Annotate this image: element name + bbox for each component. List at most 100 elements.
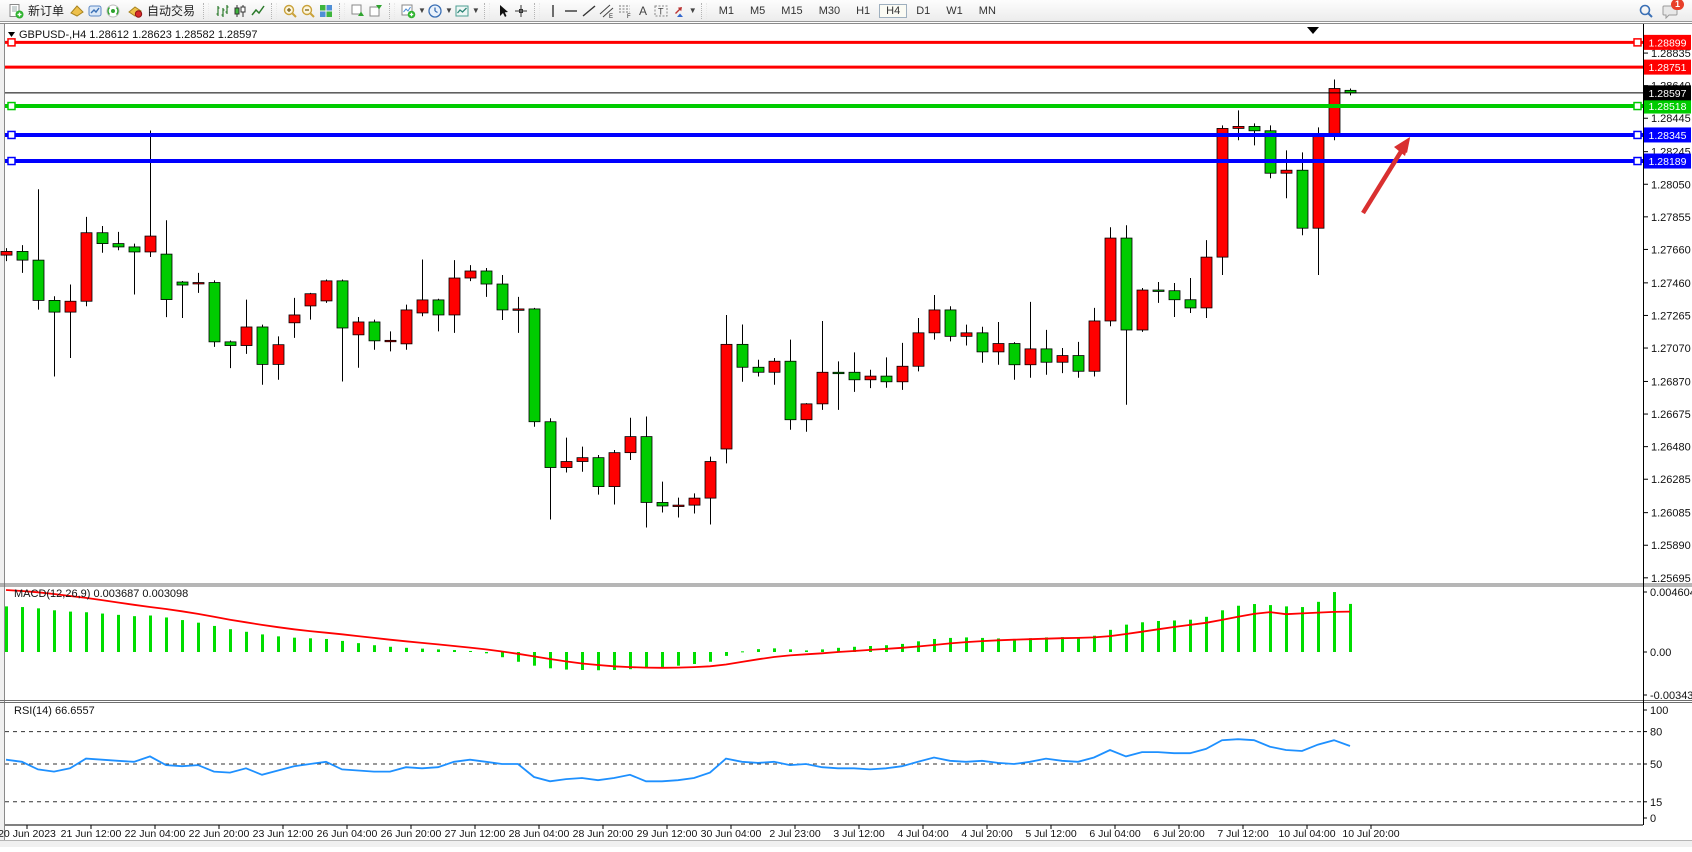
svg-text:1.27855: 1.27855: [1651, 212, 1691, 224]
svg-text:1.26870: 1.26870: [1651, 376, 1691, 388]
hline-handle[interactable]: [1633, 101, 1642, 111]
svg-text:0: 0: [1650, 813, 1656, 825]
autotrading-button[interactable]: 自动交易: [122, 1, 199, 20]
hline-handle[interactable]: [7, 101, 16, 111]
indicators-icon[interactable]: [399, 2, 417, 19]
chevron-down-icon[interactable]: ▼: [688, 6, 697, 15]
timeframe-M5[interactable]: M5: [750, 5, 766, 17]
svg-text:1.27265: 1.27265: [1651, 310, 1691, 322]
svg-text:1.26675: 1.26675: [1651, 409, 1691, 421]
trendline-icon[interactable]: [580, 2, 598, 19]
price-axis[interactable]: 1.288351.286401.284451.282451.280501.278…: [1643, 24, 1692, 825]
periods-icon[interactable]: [426, 2, 444, 19]
metaeditor-icon[interactable]: [68, 2, 86, 19]
price-badges: 1.28899 1.28751 1.28518 1.28345 1.28189 1.285…: [1644, 34, 1691, 169]
zoom-out-icon[interactable]: [299, 2, 317, 19]
panel-separators[interactable]: [0, 583, 1692, 703]
svg-text:10 Jul 04:00: 10 Jul 04:00: [1278, 828, 1335, 840]
templates-icon[interactable]: [453, 2, 471, 19]
autotrading-label: 自动交易: [147, 4, 196, 18]
timeframe-H4[interactable]: H4: [879, 4, 908, 18]
arrow-tools-icon[interactable]: [670, 2, 688, 19]
notifications-icon[interactable]: 1: [1661, 0, 1684, 19]
svg-text:4 Jul 20:00: 4 Jul 20:00: [961, 828, 1013, 840]
hline-handle[interactable]: [1633, 38, 1642, 47]
timeframe-W1[interactable]: W1: [946, 5, 963, 17]
crosshair-icon[interactable]: [512, 2, 530, 19]
svg-text:10 Jul 20:00: 10 Jul 20:00: [1342, 828, 1399, 840]
bar-chart-icon[interactable]: [213, 2, 231, 19]
candlesticks: [0, 79, 1357, 528]
equidistant-channel-icon[interactable]: E: [598, 2, 616, 19]
svg-text:28 Jun 20:00: 28 Jun 20:00: [573, 828, 634, 840]
svg-text:T: T: [658, 6, 664, 16]
svg-text:20 Jun 2023: 20 Jun 2023: [0, 828, 56, 840]
hline-handle[interactable]: [1633, 130, 1642, 140]
chevron-down-icon[interactable]: ▼: [418, 6, 426, 15]
svg-text:6 Jul 04:00: 6 Jul 04:00: [1089, 828, 1141, 840]
svg-text:26 Jun 04:00: 26 Jun 04:00: [317, 828, 378, 840]
autotrading-icon: [126, 2, 144, 19]
toolbar: 新订单 自动交易 ▼ ▼: [0, 0, 1692, 22]
zoom-in-icon[interactable]: [281, 2, 299, 19]
candlestick-chart-icon[interactable]: [231, 2, 249, 19]
cascade-windows-icon[interactable]: [349, 2, 367, 19]
svg-text:5 Jul 12:00: 5 Jul 12:00: [1025, 828, 1077, 840]
timeframe-H1[interactable]: H1: [856, 5, 871, 17]
vertical-line-icon[interactable]: [544, 2, 562, 19]
timeframe-M15[interactable]: M15: [781, 5, 803, 17]
line-chart-icon[interactable]: [249, 2, 267, 19]
signals-icon[interactable]: [104, 2, 122, 19]
svg-text:1.28835: 1.28835: [1651, 48, 1691, 60]
fibonacci-icon[interactable]: F: [616, 2, 634, 19]
horizontal-line-icon[interactable]: [562, 2, 580, 19]
cursor-icon[interactable]: [494, 2, 512, 19]
timeframe-MN[interactable]: MN: [978, 5, 996, 17]
text-label-icon[interactable]: T: [652, 2, 670, 19]
notification-count-badge: 1: [1671, 0, 1684, 10]
svg-text:1.28050: 1.28050: [1651, 179, 1691, 191]
chart-shift-marker-icon[interactable]: [1307, 27, 1319, 34]
symbol-dropdown-icon[interactable]: [8, 32, 15, 37]
search-icon[interactable]: [1637, 2, 1655, 19]
timeframe-D1[interactable]: D1: [916, 5, 931, 17]
rsi-panel: [5, 731, 1643, 803]
svg-text:100: 100: [1650, 705, 1668, 717]
hline-handle[interactable]: [7, 130, 16, 140]
hline-handle[interactable]: [7, 38, 16, 47]
hline-handle[interactable]: [7, 156, 16, 166]
svg-text:MACD(12,26,9) 0.003687 0.00309: MACD(12,26,9) 0.003687 0.003098: [14, 588, 188, 600]
horizontal-line-objects[interactable]: [5, 38, 1643, 166]
chevron-down-icon[interactable]: ▼: [444, 6, 453, 15]
window-frame: [0, 23, 1692, 841]
svg-text:1.27070: 1.27070: [1651, 343, 1691, 355]
new-order-button[interactable]: 新订单: [3, 1, 68, 20]
svg-text:0.00: 0.00: [1650, 647, 1671, 659]
svg-text:1.25890: 1.25890: [1651, 540, 1691, 552]
svg-text:1.28597: 1.28597: [1649, 88, 1687, 100]
svg-text:21 Jun 12:00: 21 Jun 12:00: [61, 828, 122, 840]
chevron-down-icon[interactable]: ▼: [471, 6, 480, 15]
tile-windows-icon[interactable]: [317, 2, 335, 19]
svg-text:22 Jun 20:00: 22 Jun 20:00: [189, 828, 250, 840]
svg-text:1.25695: 1.25695: [1651, 573, 1691, 585]
shift-marker[interactable]: [1307, 27, 1319, 34]
svg-text:1.28899: 1.28899: [1649, 37, 1687, 49]
time-axis[interactable]: 20 Jun 2023 21 Jun 12:00 22 Jun 04:00 22 Ju…: [0, 824, 1692, 847]
svg-text:1.26285: 1.26285: [1651, 474, 1691, 486]
text-icon[interactable]: A: [634, 2, 652, 19]
hline-handle[interactable]: [1633, 156, 1642, 166]
arrange-windows-icon[interactable]: [367, 2, 385, 19]
timeframe-M1[interactable]: M1: [718, 5, 734, 17]
toolbar-grip: [389, 2, 396, 19]
toolbar-grip: [203, 2, 210, 19]
timeframe-M30[interactable]: M30: [818, 5, 841, 17]
terminal-icon[interactable]: [86, 2, 104, 19]
svg-text:4 Jul 04:00: 4 Jul 04:00: [897, 828, 949, 840]
arrow-annotation[interactable]: [1361, 137, 1410, 215]
new-order-icon: [7, 2, 25, 19]
svg-text:0.004604: 0.004604: [1650, 587, 1692, 599]
svg-text:28 Jun 04:00: 28 Jun 04:00: [509, 828, 570, 840]
